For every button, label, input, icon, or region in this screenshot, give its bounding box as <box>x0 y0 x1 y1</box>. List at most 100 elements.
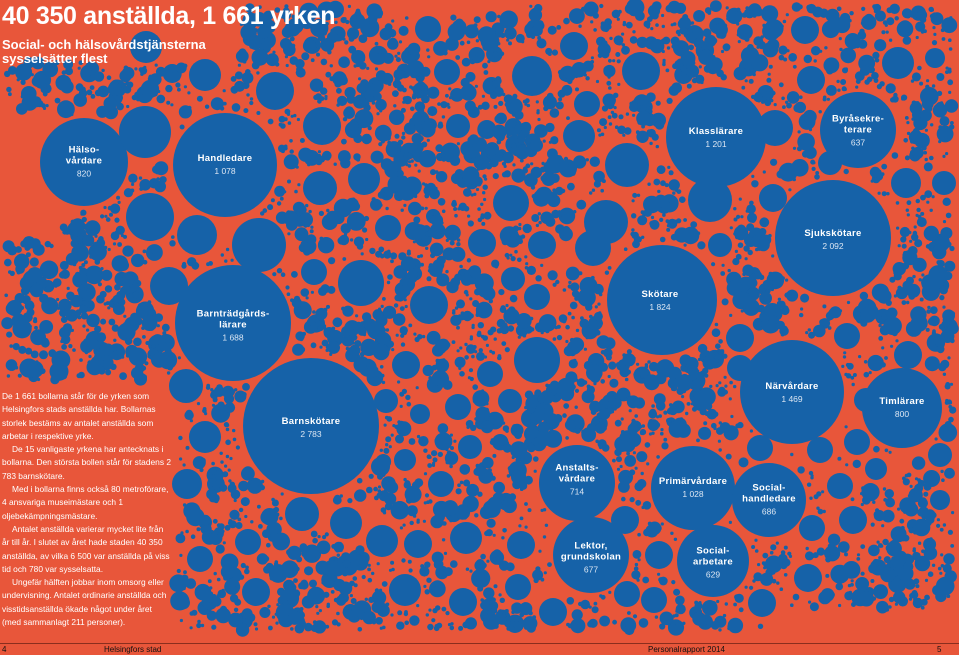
bubble <box>283 211 298 226</box>
bubble <box>279 516 283 521</box>
info-paragraph: Ungefär hälften jobbar inom omsorg eller… <box>2 577 167 628</box>
bubble <box>904 155 910 161</box>
bubble <box>924 519 932 527</box>
bubble <box>875 562 879 567</box>
bubble <box>81 300 87 306</box>
bubble <box>422 182 426 186</box>
bubble <box>263 565 271 574</box>
bubble <box>417 108 425 115</box>
bubble <box>436 622 443 629</box>
bubble <box>811 166 816 171</box>
bubble <box>480 202 484 206</box>
bubble <box>300 288 310 297</box>
bubble <box>426 330 441 345</box>
bubble <box>812 6 824 18</box>
bubble <box>294 227 309 242</box>
bubble <box>579 318 589 329</box>
bubble <box>86 287 96 297</box>
bubble <box>693 38 705 49</box>
bubble <box>891 554 906 569</box>
bubble <box>536 109 540 113</box>
bubble <box>885 299 892 306</box>
bubble <box>428 262 443 277</box>
bubble <box>121 274 134 287</box>
bubble <box>480 553 486 560</box>
page-number-right: 5 <box>937 645 942 654</box>
bubble <box>379 470 386 478</box>
bubble <box>897 596 908 607</box>
bubble <box>928 443 952 467</box>
bubble <box>533 577 539 584</box>
bubble <box>938 323 945 330</box>
bubble <box>350 598 357 604</box>
bubble <box>341 138 347 145</box>
bubble <box>320 87 328 95</box>
bubble <box>83 224 88 229</box>
bubble <box>227 468 231 472</box>
bubble <box>901 243 907 249</box>
bubble <box>924 578 929 583</box>
bubble <box>32 335 36 340</box>
bubble <box>300 307 308 315</box>
bubble <box>297 183 301 187</box>
bubble <box>886 192 890 196</box>
bubble <box>330 507 362 539</box>
bubble <box>343 107 355 119</box>
bubble <box>586 423 597 433</box>
bubble <box>507 504 515 512</box>
bubble <box>375 314 388 327</box>
bubble <box>569 301 578 310</box>
bubble <box>626 349 632 355</box>
bubble <box>86 359 103 376</box>
footer: 4 Helsingfors stad Personalrapport 2014 … <box>0 642 959 655</box>
bubble <box>507 531 535 559</box>
info-paragraph: De 15 vanligaste yrkena har antecknats i… <box>2 444 171 481</box>
bubble <box>754 549 759 553</box>
bubble <box>527 444 536 453</box>
bubble <box>318 609 322 613</box>
bubble <box>351 202 361 211</box>
bubble <box>588 618 598 628</box>
bubble <box>636 578 640 582</box>
bubble <box>909 239 913 243</box>
bubble <box>467 220 474 227</box>
bubble <box>621 496 626 502</box>
bubble <box>918 278 922 282</box>
bubble <box>884 23 888 27</box>
bubble <box>716 31 723 39</box>
bubble <box>431 618 436 623</box>
bubble <box>607 266 612 270</box>
bubble <box>267 118 274 125</box>
bubble <box>336 622 341 627</box>
bubble <box>464 100 476 112</box>
bubble <box>467 214 471 218</box>
bubble <box>381 581 388 587</box>
bubble <box>855 577 869 591</box>
bubble <box>716 69 724 78</box>
bubble <box>948 416 954 423</box>
bubble-halsovardare <box>40 118 128 206</box>
bubble <box>497 42 501 46</box>
bubble <box>158 350 178 370</box>
bubble <box>407 269 418 280</box>
bubble <box>292 343 305 356</box>
bubble <box>326 304 330 309</box>
bubble <box>75 83 84 92</box>
bubble <box>773 159 777 163</box>
bubble <box>450 522 482 554</box>
bubble <box>944 260 956 272</box>
bubble <box>920 211 925 216</box>
bubble <box>117 200 121 204</box>
bubble <box>904 116 909 120</box>
bubble <box>88 354 92 359</box>
bubble <box>749 429 754 433</box>
bubble <box>934 437 938 441</box>
bubble <box>234 390 247 403</box>
bubble <box>767 72 771 76</box>
bubble <box>315 605 319 609</box>
bubble <box>576 378 586 387</box>
bubble <box>590 275 595 280</box>
bubble <box>423 501 427 505</box>
bubble <box>914 106 920 112</box>
bubble <box>885 544 893 552</box>
